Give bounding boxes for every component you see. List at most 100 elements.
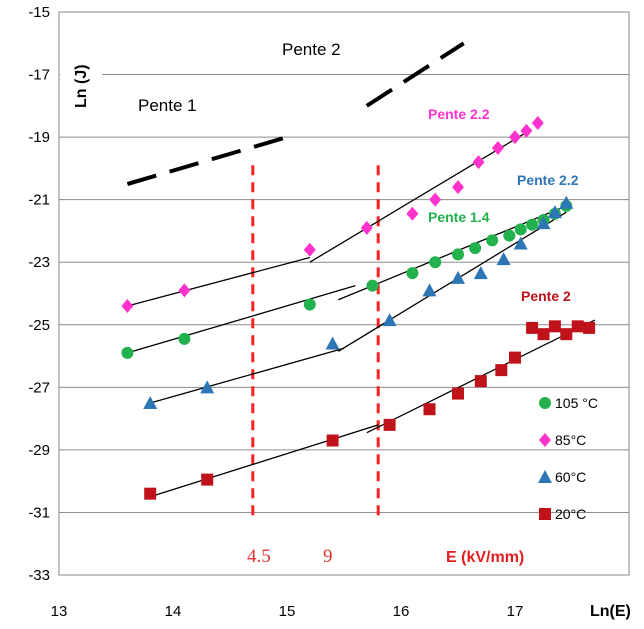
y-tick-label: -17 <box>28 67 50 84</box>
y-tick-label: -27 <box>28 379 50 396</box>
data-point <box>473 266 488 280</box>
slope-segment-1 <box>365 41 465 108</box>
reference-slopes <box>126 41 465 186</box>
data-point <box>429 192 442 207</box>
data-point <box>366 279 379 292</box>
data-point <box>303 242 316 257</box>
fit-line <box>150 347 345 404</box>
y-tick-label: -23 <box>28 254 50 271</box>
y-tick-label: -21 <box>28 192 50 209</box>
vline-label-4-5: 4.5 <box>247 546 271 567</box>
data-point <box>495 364 508 377</box>
data-point <box>143 395 158 409</box>
data-point <box>201 473 214 486</box>
data-point <box>200 380 215 394</box>
data-point <box>406 267 419 280</box>
data-point <box>520 123 533 138</box>
data-point <box>491 141 504 156</box>
y-tick-label: -25 <box>28 317 50 334</box>
x-tick-label: 16 <box>393 603 410 620</box>
data-point <box>452 387 464 400</box>
legend-marker <box>539 508 551 520</box>
annotation-60c: Pente 2.2 <box>517 172 579 188</box>
annotation-20c: Pente 2 <box>521 288 571 304</box>
data-point <box>406 206 419 221</box>
y-tick-label: -19 <box>28 129 50 146</box>
x-tick-label: 14 <box>165 603 182 620</box>
data-point <box>452 248 464 261</box>
label-pente-2: Pente 2 <box>282 40 341 59</box>
fit-line <box>150 424 379 498</box>
data-point <box>303 298 316 311</box>
data-point <box>474 375 487 388</box>
data-point <box>531 116 544 131</box>
x-axis-ticks: 13 14 15 16 17 <box>51 603 524 620</box>
data-point <box>559 195 574 209</box>
data-point <box>121 346 134 359</box>
data-point <box>514 223 527 236</box>
legend-label: 105 °C <box>555 395 598 411</box>
data-points <box>121 116 596 500</box>
data-point <box>509 351 521 364</box>
x-tick-label: 15 <box>279 603 296 620</box>
y-tick-label: -31 <box>28 504 50 521</box>
data-point <box>382 313 397 327</box>
slope-segment-0 <box>126 135 288 186</box>
x-tick-label: 13 <box>51 603 68 620</box>
data-point <box>451 270 465 284</box>
y-tick-label: -15 <box>28 4 50 21</box>
data-point <box>548 320 561 333</box>
data-point <box>472 155 485 170</box>
data-point <box>537 328 550 341</box>
data-point <box>422 283 437 297</box>
annotation-85c: Pente 2.2 <box>428 106 490 122</box>
data-point <box>429 256 442 269</box>
label-pente-1: Pente 1 <box>138 96 197 115</box>
data-point <box>121 299 134 314</box>
data-point <box>503 229 516 242</box>
data-point <box>571 320 584 333</box>
legend-marker <box>539 433 551 447</box>
y-tick-label: -33 <box>28 567 50 584</box>
y-axis-ticks: -15 -17 -19 -21 -23 -25 -27 -29 -31 -33 <box>28 4 50 584</box>
data-point <box>526 321 539 334</box>
legend-marker <box>539 397 551 409</box>
data-point <box>178 332 191 345</box>
data-point <box>560 328 573 341</box>
x-tick-label: 17 <box>507 603 524 620</box>
data-point <box>583 321 596 334</box>
x-axis-title: Ln(E) <box>590 603 631 620</box>
grid-lines <box>59 74 629 513</box>
data-point <box>496 252 511 266</box>
data-point <box>326 434 339 447</box>
legend-label: 85°C <box>555 432 586 448</box>
vline-label-9: 9 <box>323 546 333 567</box>
data-point <box>325 336 340 350</box>
data-point <box>513 236 528 250</box>
y-tick-label: -29 <box>28 442 50 459</box>
fit-line <box>127 256 310 307</box>
data-point <box>547 205 562 219</box>
data-point <box>178 283 191 298</box>
data-point <box>486 234 499 247</box>
fit-line <box>127 285 356 354</box>
unit-label: E (kV/mm) <box>446 549 524 566</box>
plot-area-border <box>58 11 630 576</box>
vertical-markers <box>251 165 380 519</box>
data-point <box>526 218 539 231</box>
data-point <box>509 130 521 145</box>
legend-marker <box>538 470 552 483</box>
fit-line <box>309 131 527 263</box>
legend: 105 °C 85°C 60°C 20°C <box>538 395 598 522</box>
y-axis-title: Ln (J) <box>73 64 90 108</box>
data-point <box>144 487 157 500</box>
data-point <box>536 216 551 230</box>
data-point <box>469 242 482 255</box>
legend-label: 20°C <box>555 506 586 522</box>
data-point <box>360 220 373 235</box>
legend-label: 60°C <box>555 469 586 485</box>
annotation-105c: Pente 1.4 <box>428 209 490 225</box>
data-point <box>452 180 464 195</box>
data-point <box>423 403 436 416</box>
